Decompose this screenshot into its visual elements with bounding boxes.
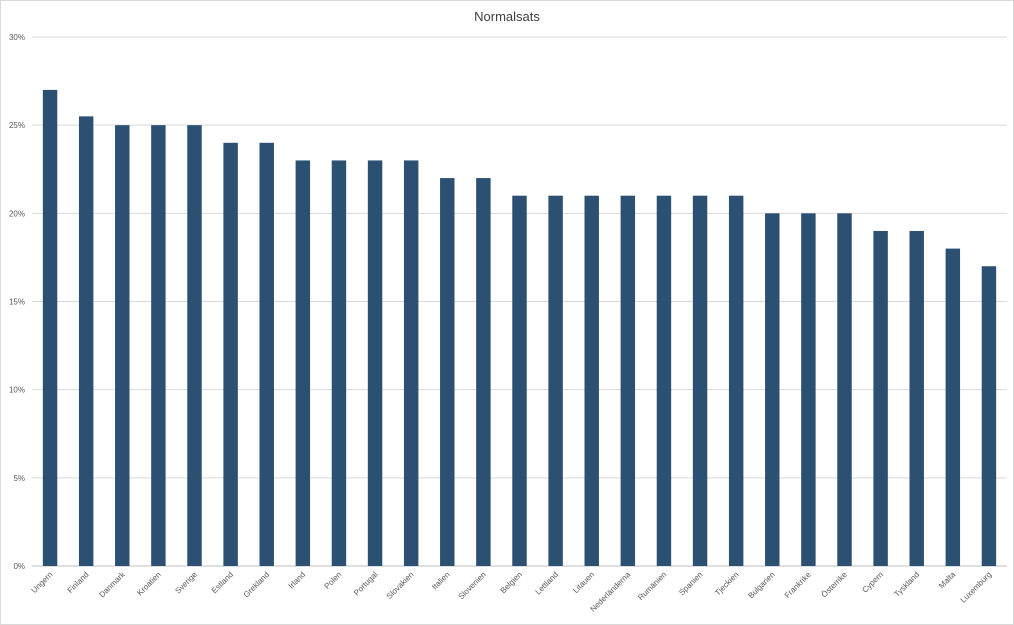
- x-tick-label: Kroatien: [135, 570, 162, 597]
- x-tick-label: Ungern: [30, 570, 55, 595]
- x-tick-label: Finland: [66, 570, 91, 595]
- x-tick-label: Bulgarien: [746, 570, 776, 600]
- y-tick-label: 5%: [13, 474, 25, 483]
- bar-luxemburg: [981, 266, 997, 566]
- bar-tyskland: [909, 230, 924, 566]
- y-tick-label: 30%: [9, 33, 25, 42]
- x-tick-label: Grekland: [242, 570, 271, 599]
- x-tick-label: Österrike: [820, 570, 850, 600]
- bar-österrike: [837, 213, 852, 567]
- x-tick-label: Polen: [323, 570, 344, 591]
- bar-slovenien: [476, 178, 491, 567]
- bar-lettland: [548, 195, 563, 566]
- bar-malta: [945, 248, 961, 566]
- bar-irland: [295, 160, 311, 566]
- bar-bulgarien: [765, 213, 780, 567]
- y-tick-label: 20%: [9, 209, 25, 218]
- x-tick-label: Sverige: [173, 570, 199, 596]
- bar-kroatien: [151, 125, 166, 567]
- bar-slovakien: [403, 160, 419, 566]
- x-tick-label: Rumänien: [636, 570, 668, 602]
- x-tick-label: Portugal: [352, 570, 380, 598]
- x-tick-label: Cypern: [860, 570, 885, 595]
- bar-grekland: [259, 142, 274, 567]
- x-tick-label: Tyskland: [892, 570, 921, 599]
- bar-spanien: [692, 195, 708, 566]
- x-tick-label: Lettland: [534, 570, 560, 596]
- x-tick-label: Irland: [287, 570, 308, 591]
- y-axis-ticks: 0% 5% 10% 15% 20% 25% 30%: [9, 33, 25, 571]
- chart-title: Normalsats: [474, 9, 540, 24]
- bar-estland: [223, 142, 238, 567]
- x-tick-label: Slovenien: [457, 570, 488, 601]
- x-tick-label: Litauen: [571, 570, 596, 595]
- bar-danmark: [115, 125, 130, 567]
- bar-rumänien: [656, 195, 672, 566]
- x-tick-label: Danmark: [97, 569, 127, 599]
- bar-ungern: [42, 89, 58, 567]
- x-tick-label: Belgien: [499, 570, 524, 595]
- bar-litauen: [584, 195, 599, 566]
- bar-finland: [78, 116, 94, 566]
- bar-tjeckien: [728, 195, 744, 566]
- bar-italien: [440, 178, 455, 567]
- x-tick-label: Spanien: [677, 570, 704, 597]
- bar-polen: [331, 160, 347, 566]
- bars: [42, 89, 997, 567]
- bar-cypern: [873, 230, 888, 566]
- x-tick-label: Italien: [430, 570, 451, 591]
- x-tick-label: Frankrike: [783, 570, 813, 600]
- bar-sverige: [187, 125, 202, 567]
- bar-nederländerna: [620, 195, 636, 566]
- bar-belgien: [512, 195, 527, 566]
- x-tick-label: Malta: [937, 570, 958, 591]
- x-tick-label: Luxemburg: [959, 570, 994, 605]
- y-tick-label: 10%: [9, 386, 25, 395]
- y-tick-label: 25%: [9, 121, 25, 130]
- x-tick-label: Tjeckien: [713, 570, 740, 597]
- bar-frankrike: [801, 213, 816, 567]
- x-tick-label: Estland: [210, 570, 235, 595]
- x-axis-labels: Ungern Finland Danmark Kroatien Sverige Estla…: [30, 569, 994, 614]
- x-tick-label: Slovakien: [385, 570, 416, 601]
- y-tick-label: 15%: [9, 298, 25, 307]
- y-tick-label: 0%: [13, 562, 25, 571]
- bar-portugal: [367, 160, 383, 566]
